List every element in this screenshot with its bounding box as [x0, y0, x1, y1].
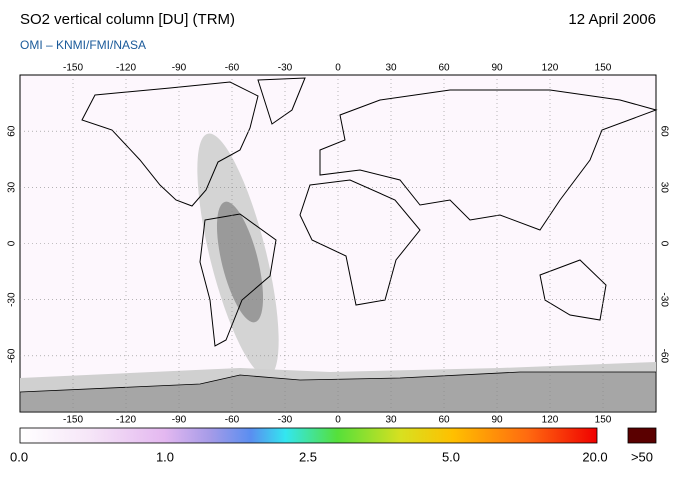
lon-tick-label: -150	[63, 415, 83, 426]
colorbar-label: 0.0	[10, 449, 28, 464]
lon-tick-label: -120	[116, 63, 136, 74]
lon-tick-label: 90	[491, 63, 503, 74]
map	[19, 74, 658, 413]
north-america	[81, 81, 259, 207]
lon-tick-label: 30	[385, 415, 397, 426]
lon-tick-label: -90	[172, 63, 187, 74]
lon-tick-label: -150	[63, 63, 83, 74]
lat-tick-label: 0	[658, 241, 669, 247]
australia	[539, 259, 607, 321]
date: 12 April 2006	[568, 11, 656, 28]
coastlines	[81, 77, 658, 347]
colorbar-label: 2.5	[299, 449, 317, 464]
lon-tick-label: 150	[595, 63, 612, 74]
lon-tick-label: 120	[542, 63, 559, 74]
colorbar-label: 1.0	[156, 449, 174, 464]
lon-tick-label: 30	[385, 63, 397, 74]
eurasia	[319, 89, 658, 231]
lat-tick-label: -30	[7, 292, 18, 307]
south-america	[199, 213, 277, 347]
colorbar-label: 20.0	[582, 449, 607, 464]
lon-tick-label: 90	[491, 415, 503, 426]
colorbar	[19, 427, 657, 444]
lat-tick-label: 60	[658, 126, 669, 138]
colorbar-label: >50	[631, 449, 653, 464]
lat-tick-label: -60	[7, 348, 18, 363]
lat-tick-label: 30	[658, 182, 669, 194]
lat-tick-label: 60	[7, 125, 18, 137]
lon-tick-label: 60	[438, 415, 450, 426]
lon-tick-label: -90	[172, 415, 187, 426]
greenland	[257, 77, 306, 125]
lon-tick-label: -120	[116, 415, 136, 426]
lon-tick-label: 0	[335, 63, 341, 74]
lat-tick-label: -60	[658, 349, 669, 364]
colorbar-scale	[19, 427, 598, 444]
lat-tick-label: -30	[658, 292, 669, 307]
lon-tick-label: -30	[278, 415, 293, 426]
lon-tick-label: -60	[225, 415, 240, 426]
lon-tick-label: 0	[335, 415, 341, 426]
lon-tick-label: 120	[542, 415, 559, 426]
africa	[299, 179, 421, 306]
lon-tick-label: 150	[595, 415, 612, 426]
subtitle: OMI – KNMI/FMI/NASA	[20, 38, 146, 52]
colorbar-label: 5.0	[442, 449, 460, 464]
lat-tick-label: 30	[7, 181, 18, 193]
lon-tick-label: -30	[278, 63, 293, 74]
lon-tick-label: 60	[438, 63, 450, 74]
lat-tick-label: 0	[7, 240, 18, 246]
title: SO2 vertical column [DU] (TRM)	[20, 11, 235, 28]
lon-tick-label: -60	[225, 63, 240, 74]
colorbar-overflow	[627, 427, 657, 444]
